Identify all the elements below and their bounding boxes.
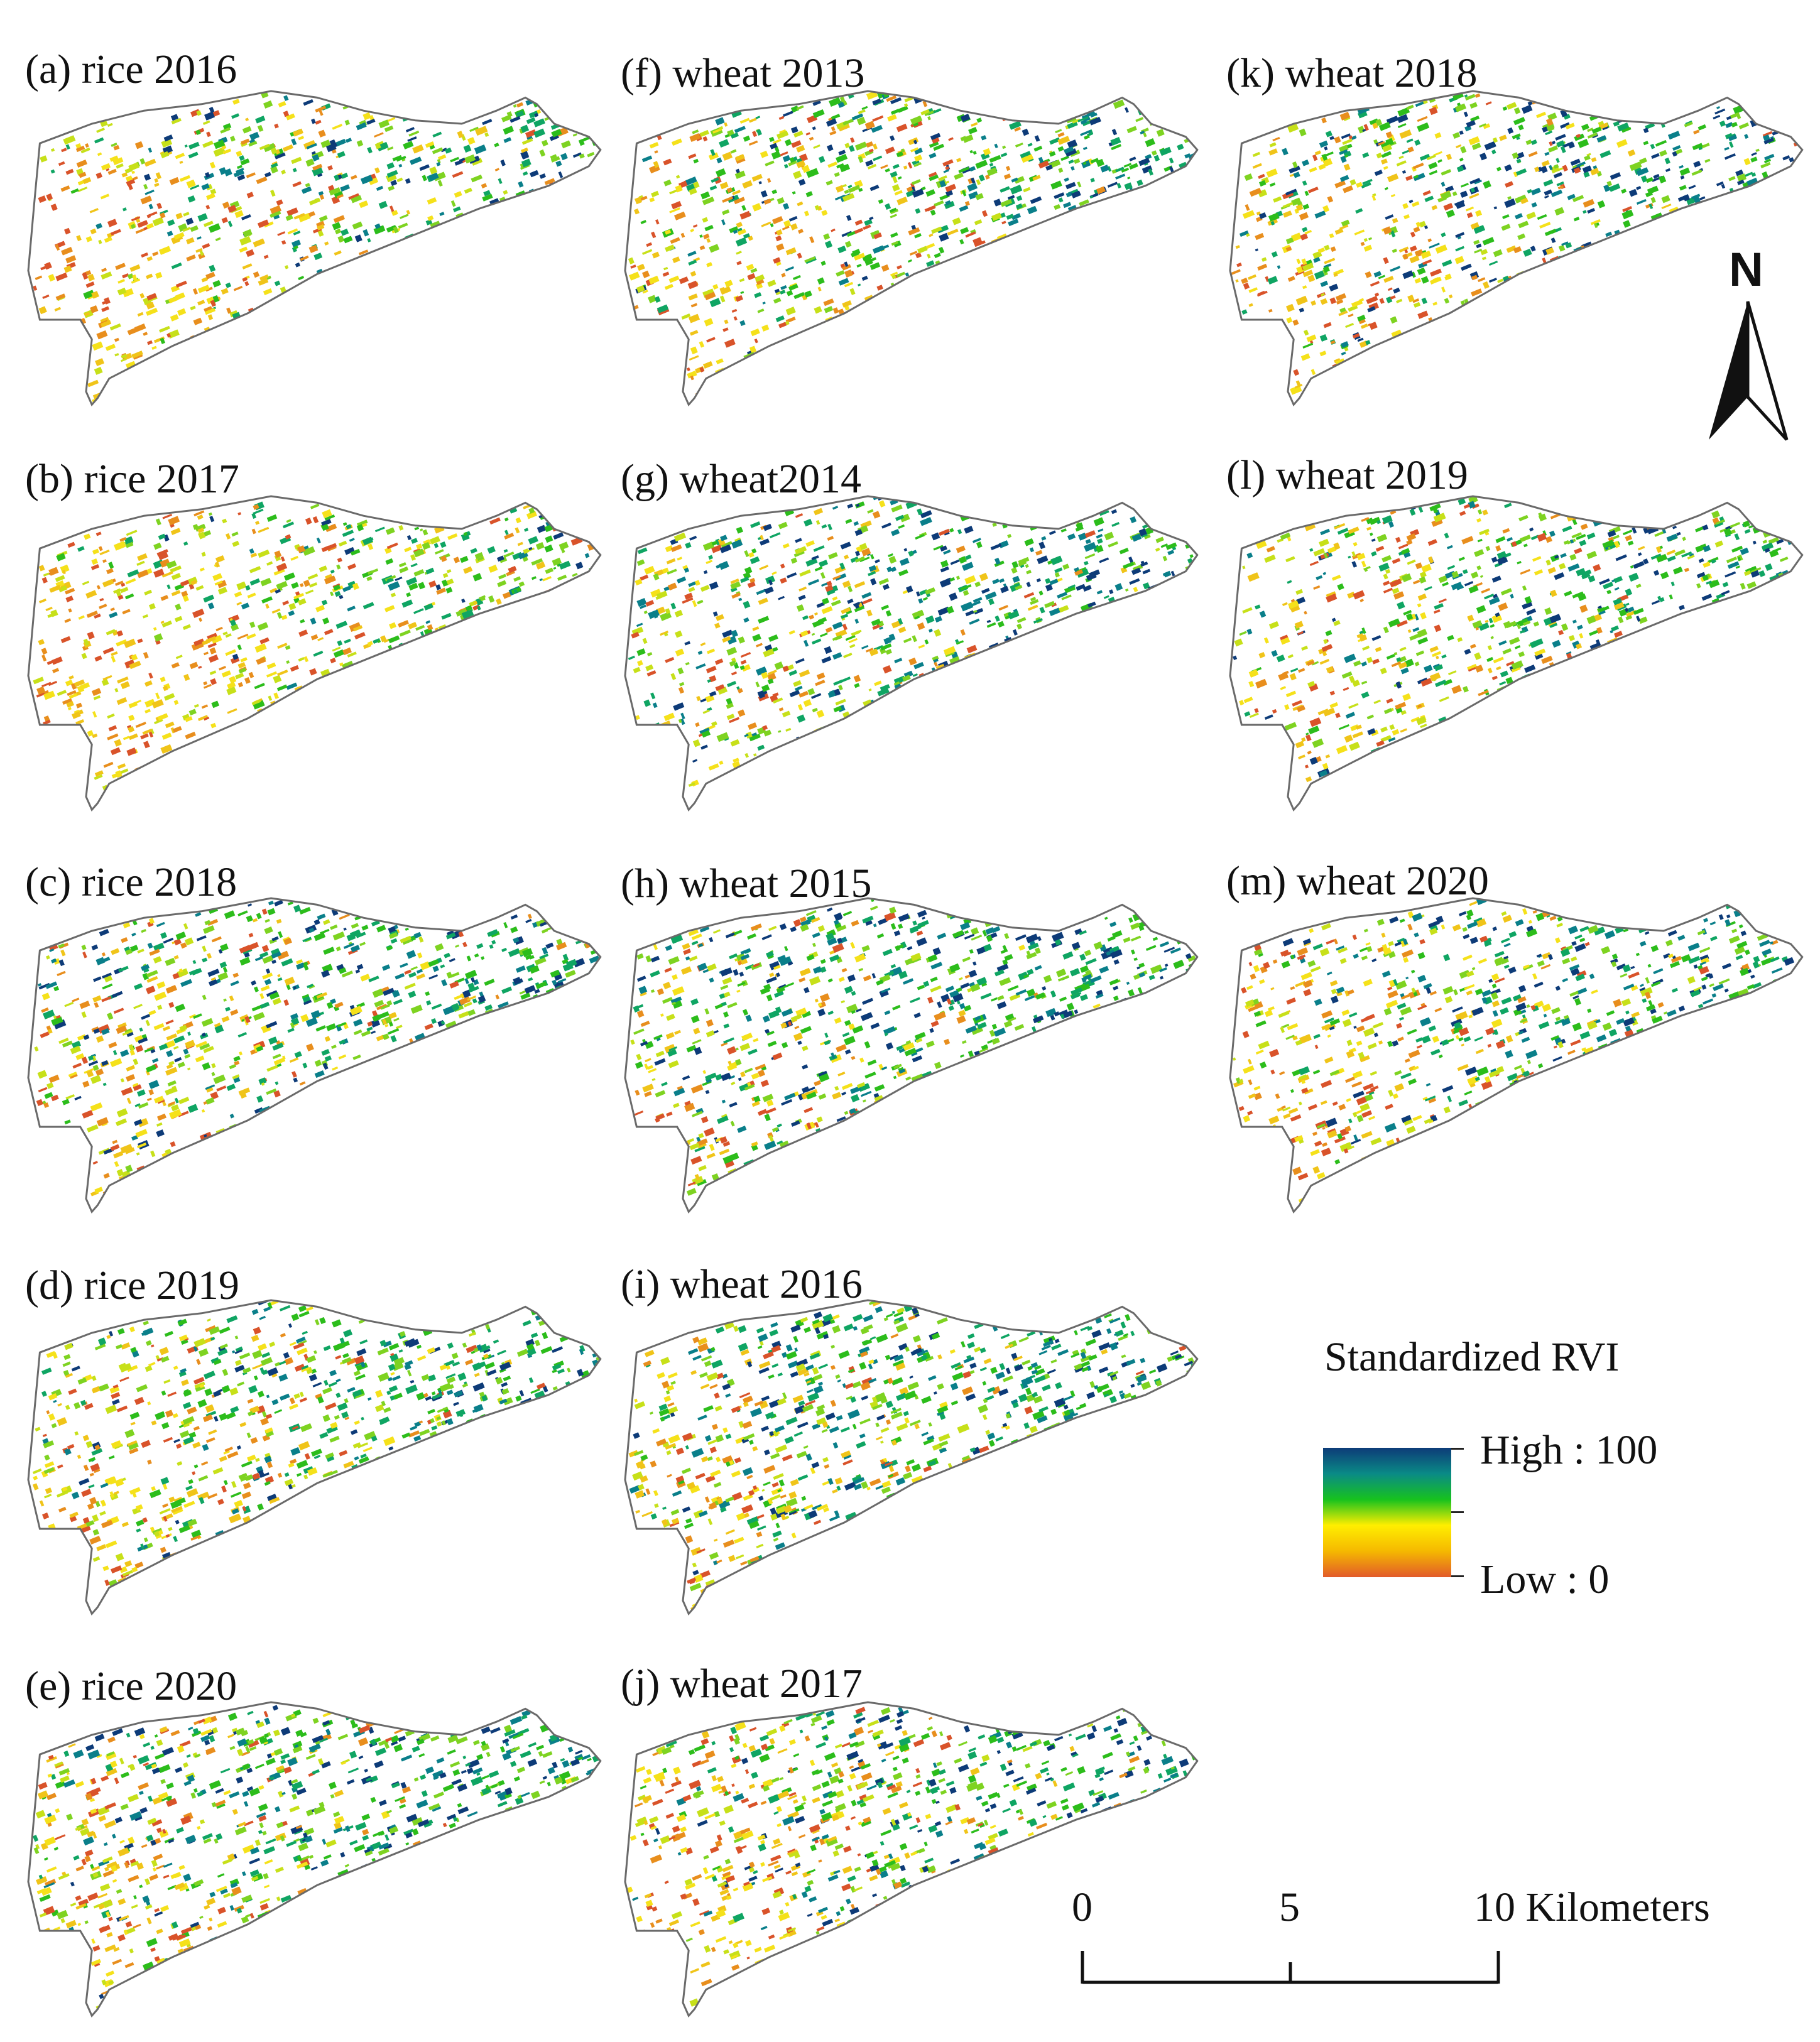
field-pixels: [628, 496, 1196, 787]
region-outline: [624, 495, 1199, 812]
map-panel-f: [624, 90, 1199, 406]
legend-low-label: Low : 0: [1480, 1556, 1610, 1602]
panel-label-d: (d) rice 2019: [25, 1263, 239, 1308]
panel-label-a: (a) rice 2016: [25, 46, 237, 92]
map-panel-a: [27, 90, 602, 406]
panel-label-c: (c) rice 2018: [25, 859, 237, 905]
legend-tick-low: [1451, 1575, 1464, 1577]
field-pixels: [630, 898, 1197, 1196]
field-pixels: [1233, 496, 1795, 783]
panel-label-f: (f) wheat 2013: [621, 50, 865, 96]
region-outline: [1229, 90, 1804, 406]
scale-bar: [1081, 1951, 1500, 1984]
map-panel-c: [27, 897, 602, 1214]
north-arrow-letter: N: [1729, 243, 1763, 296]
field-pixels: [34, 899, 600, 1198]
map-panel-k: [1229, 90, 1804, 406]
map-panel-g: [624, 495, 1199, 812]
region-outline: [27, 897, 602, 1214]
field-pixels: [33, 501, 598, 791]
region-outline: [624, 897, 1199, 1214]
map-panel-d: [27, 1299, 602, 1616]
map-panel-l: [1229, 495, 1804, 812]
legend-title: Standardized RVI: [1324, 1334, 1620, 1380]
field-pixels: [1230, 92, 1797, 395]
region-outline: [1229, 897, 1804, 1214]
legend-tick-high: [1451, 1448, 1464, 1450]
panel-label-m: (m) wheat 2020: [1226, 858, 1489, 904]
map-panel-j: [624, 1701, 1199, 2018]
north-arrow-icon: [1709, 301, 1789, 441]
field-pixels: [33, 91, 601, 403]
field-pixels: [32, 1300, 601, 1606]
field-pixels: [628, 91, 1197, 399]
legend-color-ramp: [1323, 1448, 1451, 1577]
field-pixels: [628, 1300, 1197, 1613]
panel-label-h: (h) wheat 2015: [621, 861, 872, 906]
region-outline: [27, 90, 602, 406]
region-outline: [27, 495, 602, 812]
panel-label-i: (i) wheat 2016: [621, 1261, 863, 1307]
region-outline: [1229, 495, 1804, 812]
map-panel-b: [27, 495, 602, 812]
scale-label-10: 10 Kilometers: [1474, 1884, 1710, 1930]
map-panel-m: [1229, 897, 1804, 1214]
region-outline: [624, 1701, 1199, 2018]
map-panel-i: [624, 1299, 1199, 1616]
map-panel-e: [27, 1701, 602, 2018]
region-outline: [27, 1299, 602, 1616]
region-outline: [27, 1701, 602, 2018]
region-outline: [624, 90, 1199, 406]
region-outline: [624, 1299, 1199, 1616]
panel-label-j: (j) wheat 2017: [621, 1661, 863, 1707]
field-pixels: [1233, 898, 1802, 1206]
scale-label-5: 5: [1279, 1884, 1300, 1930]
scale-label-0: 0: [1072, 1884, 1093, 1930]
panel-label-e: (e) rice 2020: [25, 1663, 237, 1709]
legend-tick-mid: [1451, 1511, 1464, 1513]
panel-label-g: (g) wheat2014: [621, 456, 862, 502]
legend-high-label: High : 100: [1480, 1427, 1658, 1473]
field-pixels: [626, 1707, 1197, 2007]
panel-label-l: (l) wheat 2019: [1226, 452, 1468, 498]
field-pixels: [32, 1705, 601, 2010]
panel-label-k: (k) wheat 2018: [1226, 50, 1478, 96]
map-panel-h: [624, 897, 1199, 1214]
panel-label-b: (b) rice 2017: [25, 456, 239, 502]
